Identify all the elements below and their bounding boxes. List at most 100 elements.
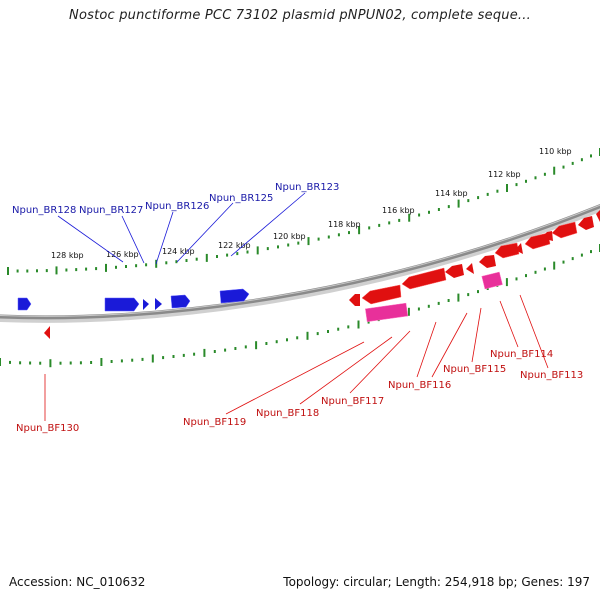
gene-label-npun-br123[interactable]: Npun_BR123 xyxy=(275,182,339,193)
reverse-gene-arrow[interactable] xyxy=(466,263,474,274)
inner-ring-tick xyxy=(543,267,546,271)
inner-ring-tick xyxy=(224,348,227,352)
inner-ring-tick xyxy=(141,357,144,361)
scale-label-126: 126 kbp xyxy=(106,250,139,259)
inner-ring-tick xyxy=(275,340,278,344)
outer-ring-tick xyxy=(85,267,88,271)
inner-ring-tick xyxy=(525,274,527,278)
outer-ring-tick xyxy=(368,226,371,230)
outer-ring-tick xyxy=(165,261,168,265)
backbone-highlight xyxy=(0,204,600,317)
outer-ring-tick xyxy=(205,253,208,262)
outer-ring-tick xyxy=(525,179,527,183)
inner-ring-tick xyxy=(203,348,206,357)
outer-ring-tick xyxy=(418,213,421,217)
gene-label-npun-br125[interactable]: Npun_BR125 xyxy=(209,193,273,204)
outer-ring-tick xyxy=(236,252,239,256)
inner-ring-tick xyxy=(427,304,430,308)
scale-label-120: 120 kbp xyxy=(273,232,306,241)
inner-ring-tick xyxy=(357,320,360,329)
reverse-gene-arrow[interactable] xyxy=(445,264,464,278)
forward-gene-arrow[interactable] xyxy=(170,294,191,309)
reverse-gene-arrow[interactable] xyxy=(596,210,600,222)
inner-ring-tick xyxy=(49,359,52,368)
forward-gene-arrow[interactable] xyxy=(219,288,250,304)
inner-ring-tick xyxy=(182,353,185,357)
inner-ring-tick xyxy=(244,345,247,349)
outer-ring-tick xyxy=(75,268,78,272)
forward-gene-arrow[interactable] xyxy=(17,297,32,311)
outer-ring-tick xyxy=(571,161,574,165)
forward-gene-arrow[interactable] xyxy=(155,298,162,310)
reverse-gene-arrow[interactable] xyxy=(541,231,553,241)
outer-ring-tick xyxy=(65,268,68,272)
gene-label-npun-bf118[interactable]: Npun_BF118 xyxy=(256,408,319,419)
gene-label-npun-bf114[interactable]: Npun_BF114 xyxy=(490,349,553,360)
reverse-gene-arrow[interactable] xyxy=(515,243,523,254)
inner-ring-tick xyxy=(255,341,258,350)
inner-ring-tick xyxy=(457,293,460,302)
outer-ring-tick xyxy=(195,257,198,261)
reverse-gene-arrow[interactable] xyxy=(361,284,402,305)
forward-gene-arrow[interactable] xyxy=(143,299,149,310)
outer-ring-tick xyxy=(16,269,19,273)
gene-label-npun-bf130[interactable]: Npun_BF130 xyxy=(16,423,79,434)
outer-ring-tick xyxy=(496,189,499,193)
inner-ring-tick xyxy=(69,361,72,365)
inner-ring-tick xyxy=(286,338,288,342)
outer-ring-tick xyxy=(105,263,107,272)
outer-ring-tick xyxy=(562,165,565,169)
gene-label-npun-bf116[interactable]: Npun_BF116 xyxy=(388,380,451,391)
outer-ring-tick xyxy=(534,176,537,180)
outer-ring-tick xyxy=(580,158,583,162)
scale-label-118: 118 kbp xyxy=(328,220,361,229)
reverse-gene-arrow[interactable] xyxy=(578,216,594,230)
outer-ring-tick xyxy=(515,183,518,187)
reverse-gene-arrow[interactable] xyxy=(401,267,447,290)
inner-ring-tick xyxy=(571,257,574,261)
inner-ring-tick xyxy=(296,336,299,340)
inner-ring-tick xyxy=(120,359,123,363)
forward-gene-arrow[interactable] xyxy=(104,297,140,312)
gene-label-npun-bf113[interactable]: Npun_BF113 xyxy=(520,370,583,381)
reverse-gene-arrow[interactable] xyxy=(44,326,50,339)
outer-ring-tick xyxy=(447,205,450,209)
outer-ring-tick xyxy=(185,259,188,262)
outer-ring-tick xyxy=(287,243,290,247)
inner-ring-tick xyxy=(477,290,479,294)
outer-ring-tick xyxy=(145,263,148,267)
inner-ring-tick xyxy=(265,342,268,345)
outer-ring-tick xyxy=(590,154,592,158)
outer-ring-tick xyxy=(337,233,340,237)
inner-ring-tick xyxy=(234,347,237,350)
reverse-gene-arrow[interactable] xyxy=(479,255,496,268)
gene-label-npun-bf117[interactable]: Npun_BF117 xyxy=(321,396,384,407)
inner-ring-tick xyxy=(534,270,537,274)
reverse-gene-arrow[interactable] xyxy=(349,294,360,306)
inner-ring-tick xyxy=(367,320,370,324)
reverse-gene-arrow[interactable] xyxy=(551,221,578,239)
outer-ring-tick xyxy=(506,184,508,192)
reverse-strand-genes xyxy=(44,210,600,339)
gene-label-npun-br126[interactable]: Npun_BR126 xyxy=(145,201,209,212)
outer-ring-tick xyxy=(175,260,178,264)
gene-label-npun-br127[interactable]: Npun_BR127 xyxy=(79,205,143,216)
inner-ring-tick xyxy=(0,358,1,366)
reverse-gene-block[interactable] xyxy=(365,302,409,322)
forward-label-leaders xyxy=(57,192,306,265)
reverse-gene-block[interactable] xyxy=(481,271,503,290)
scale-label-128: 128 kbp xyxy=(51,251,84,260)
gene-label-npun-bf119[interactable]: Npun_BF119 xyxy=(183,417,246,428)
inner-ring-tick xyxy=(100,358,103,366)
reverse-label-leaders xyxy=(44,294,549,421)
gene-label-npun-br128[interactable]: Npun_BR128 xyxy=(12,205,76,216)
outer-ring-tick xyxy=(135,264,138,268)
inner-ring-tick xyxy=(59,361,62,365)
gene-label-npun-bf115[interactable]: Npun_BF115 xyxy=(443,364,506,375)
inner-ring-tick xyxy=(306,331,309,340)
outer-ring-tick xyxy=(467,199,470,203)
outer-ring-tick xyxy=(55,266,58,275)
topology-length-genes-text: Topology: circular; Length: 254,918 bp; … xyxy=(283,575,590,589)
outer-ring-tick xyxy=(256,246,259,255)
backbone-shadow xyxy=(0,204,600,323)
